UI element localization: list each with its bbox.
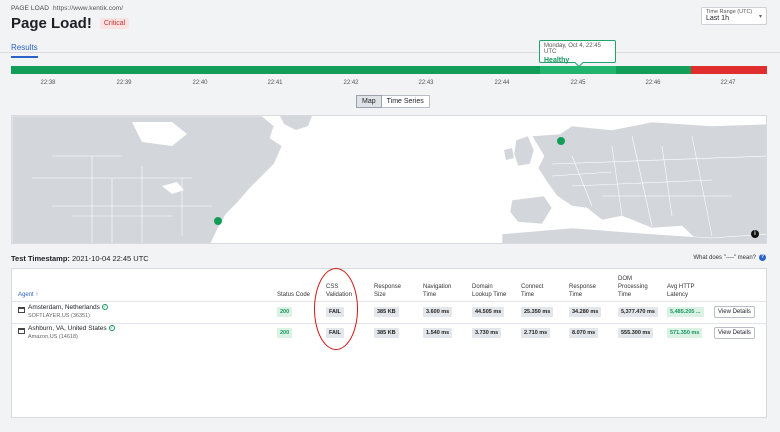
dom-processing-chip: 5,377.470 ms bbox=[618, 307, 658, 317]
timeline-segment-critical[interactable] bbox=[691, 66, 767, 74]
time-range-value: Last 1h bbox=[706, 15, 729, 22]
timeline-tick: 22:41 bbox=[267, 80, 283, 86]
view-toggle: Map Time Series bbox=[356, 95, 430, 108]
page-header: PAGE LOAD https://www.kentik.com/ Page Lo… bbox=[11, 5, 130, 32]
agent-asn: Amazon,US (14618) bbox=[28, 334, 78, 340]
domain-lookup-chip: 3.730 ms bbox=[472, 328, 502, 338]
timeline-axis: 22:38 22:39 22:40 22:41 22:42 22:43 22:4… bbox=[11, 80, 767, 90]
view-details-button[interactable]: View Details bbox=[714, 306, 755, 318]
column-header-domain-lookup-time: Domain Lookup Time bbox=[472, 284, 507, 298]
help-link[interactable]: What does "----" mean? ? bbox=[693, 254, 766, 261]
timeline-tooltip: Monday, Oct 4, 22:45 UTC Healthy bbox=[539, 40, 616, 68]
status-code-chip: 200 bbox=[277, 328, 293, 338]
connect-time-chip: 2.710 ms bbox=[521, 328, 551, 338]
timeline-tick: 22:46 bbox=[645, 80, 661, 86]
dom-processing-chip: 555.300 ms bbox=[618, 328, 654, 338]
timeline-tick: 22:43 bbox=[418, 80, 434, 86]
timeline-tick: 22:40 bbox=[192, 80, 208, 86]
tab-divider bbox=[0, 52, 780, 53]
response-time-chip: 8.070 ms bbox=[569, 328, 599, 338]
timeline-tick: 22:45 bbox=[570, 80, 586, 86]
time-range-label: Time Range (UTC) bbox=[706, 9, 753, 15]
column-header-connect-time: Connect Time bbox=[521, 284, 544, 298]
timeline-segment-selected[interactable] bbox=[540, 66, 616, 74]
timeline-tick: 22:42 bbox=[343, 80, 359, 86]
avg-http-latency-chip: 571.350 ms bbox=[667, 328, 703, 338]
timeline-segment-healthy[interactable] bbox=[616, 66, 691, 74]
health-timeline[interactable] bbox=[11, 66, 767, 74]
column-header-navigation-time: Navigation Time bbox=[423, 284, 452, 298]
column-header-avg-http-latency: Avg HTTP Latency bbox=[667, 284, 695, 298]
check-circle-icon: ✓ bbox=[101, 304, 108, 311]
test-timestamp-label: Test Timestamp: bbox=[11, 254, 70, 263]
column-header-response-size: Response Size bbox=[374, 284, 402, 298]
table-row-ashburn: Ashburn, VA, United States ✓ Amazon,US (1… bbox=[28, 325, 115, 340]
breadcrumb-url[interactable]: https://www.kentik.com/ bbox=[53, 5, 124, 12]
test-timestamp: Test Timestamp: 2021-10-04 22:45 UTC bbox=[11, 254, 149, 263]
status-badge: Critical bbox=[99, 18, 130, 29]
table-row-amsterdam: Amsterdam, Netherlands ✓ SOFTLAYER,US (36… bbox=[28, 304, 108, 319]
time-range-select[interactable]: Time Range (UTC) Last 1h ▾ bbox=[701, 7, 767, 25]
info-icon[interactable]: i bbox=[751, 230, 759, 238]
chevron-down-icon: ▾ bbox=[758, 14, 762, 20]
question-icon[interactable]: ? bbox=[759, 254, 766, 261]
timeline-tick: 22:47 bbox=[720, 80, 736, 86]
page-title: Page Load! bbox=[11, 15, 92, 32]
monitor-icon bbox=[18, 307, 25, 313]
timeline-tick: 22:44 bbox=[494, 80, 510, 86]
timeline-tick: 22:38 bbox=[40, 80, 56, 86]
breadcrumb: PAGE LOAD https://www.kentik.com/ bbox=[11, 5, 129, 12]
agent-asn: SOFTLAYER,US (36351) bbox=[28, 313, 90, 319]
agent-map[interactable]: i bbox=[11, 115, 767, 244]
annotation-circle bbox=[314, 268, 358, 350]
tab-bar: Results bbox=[11, 37, 38, 58]
map-view-button[interactable]: Map bbox=[356, 95, 382, 108]
domain-lookup-chip: 44.505 ms bbox=[472, 307, 505, 317]
table-header-divider bbox=[12, 301, 766, 302]
column-header-response-time: Response Time bbox=[569, 284, 597, 298]
test-timestamp-value: 2021-10-04 22:45 UTC bbox=[72, 254, 149, 263]
check-circle-icon: ✓ bbox=[108, 325, 115, 332]
agent-marker-amsterdam[interactable] bbox=[557, 137, 565, 145]
avg-http-latency-chip: 5,485.205 ... bbox=[667, 307, 704, 317]
column-header-dom-processing-time: DOM Processing Time bbox=[618, 276, 648, 298]
agent-name: Ashburn, VA, United States bbox=[28, 325, 107, 332]
view-details-button[interactable]: View Details bbox=[714, 327, 755, 339]
tooltip-date: Monday, Oct 4, 22:45 UTC bbox=[544, 43, 601, 55]
breadcrumb-test-type: PAGE LOAD bbox=[11, 5, 49, 12]
time-series-view-button[interactable]: Time Series bbox=[381, 95, 430, 108]
connect-time-chip: 25.350 ms bbox=[521, 307, 554, 317]
column-header-status-code: Status Code bbox=[277, 292, 311, 298]
navigation-time-chip: 3.600 ms bbox=[423, 307, 453, 317]
column-header-agent[interactable]: Agent ↑ bbox=[18, 292, 39, 298]
agent-marker-ashburn[interactable] bbox=[214, 217, 222, 225]
timeline-tick: 22:39 bbox=[116, 80, 132, 86]
results-table: Agent ↑ Status Code CSS Validation Respo… bbox=[11, 268, 767, 418]
help-link-text[interactable]: What does "----" mean? bbox=[693, 254, 756, 261]
timeline-segment-healthy[interactable] bbox=[11, 66, 540, 74]
status-code-chip: 200 bbox=[277, 307, 293, 317]
response-size-chip: 385 KB bbox=[374, 307, 399, 317]
agent-name: Amsterdam, Netherlands bbox=[28, 304, 100, 311]
world-map bbox=[12, 116, 766, 243]
table-row-divider bbox=[12, 323, 766, 324]
response-time-chip: 34.280 ms bbox=[569, 307, 602, 317]
tab-results[interactable]: Results bbox=[11, 43, 38, 58]
tooltip-status: Healthy bbox=[544, 57, 570, 64]
response-size-chip: 385 KB bbox=[374, 328, 399, 338]
monitor-icon bbox=[18, 328, 25, 334]
navigation-time-chip: 1.540 ms bbox=[423, 328, 453, 338]
